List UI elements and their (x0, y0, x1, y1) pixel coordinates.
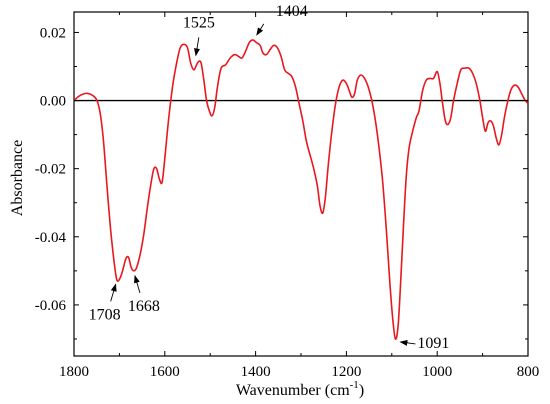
annotations: 1525 1404 1708 1668 1091 (89, 3, 450, 352)
absorbance-series-line (73, 39, 529, 340)
x-axis-ticks: 1800 1600 1400 1200 1000 800 (59, 12, 539, 380)
y-axis-ticks: 0.02 0.00 -0.02 -0.04 -0.06 (35, 25, 528, 340)
peak-annotation-label: 1091 (417, 335, 449, 352)
x-tick-label: 1400 (241, 364, 271, 380)
y-tick-label: 0.02 (40, 25, 66, 41)
annotation-arrow (110, 283, 117, 302)
peak-annotation-label: 1404 (276, 3, 308, 20)
peak-annotation-label: 1525 (183, 14, 215, 31)
annotation-arrow (194, 37, 200, 57)
annotation-arrow (399, 339, 416, 346)
y-axis-label: Absorbance (9, 140, 26, 216)
annotation-arrow (134, 274, 141, 293)
x-tick-label: 1800 (59, 364, 89, 380)
x-tick-label: 1000 (422, 364, 452, 380)
peak-annotation-label: 1668 (128, 298, 160, 315)
x-axis-label: Wavenumber (cm-1) (236, 379, 364, 399)
x-tick-label: 1600 (150, 364, 180, 380)
y-tick-label: -0.04 (35, 230, 67, 246)
x-tick-label: 800 (517, 364, 540, 380)
series-group (73, 39, 529, 340)
y-tick-label: -0.02 (35, 162, 66, 178)
annotation-arrow (256, 23, 265, 36)
peak-annotation-label: 1708 (89, 306, 121, 323)
x-tick-label: 1200 (331, 364, 361, 380)
y-tick-label: 0.00 (40, 94, 66, 110)
y-tick-label: -0.06 (35, 298, 67, 314)
